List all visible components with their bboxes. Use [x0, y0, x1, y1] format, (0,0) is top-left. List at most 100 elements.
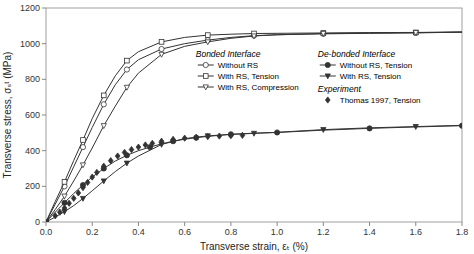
y-tick: [42, 186, 46, 187]
x-tick-label: 0.6: [178, 227, 191, 237]
x-tick-label: 1.4: [363, 227, 376, 237]
point-marker: [81, 184, 86, 190]
y-tick: [42, 79, 46, 80]
point-marker: [101, 102, 106, 107]
point-marker: [67, 200, 72, 206]
point-marker: [122, 149, 127, 155]
point-marker: [115, 153, 120, 159]
point-marker: [136, 144, 141, 150]
series: [46, 30, 462, 222]
point-marker: [46, 219, 49, 222]
x-tick: [230, 222, 231, 226]
point-marker: [46, 219, 49, 222]
point-marker: [251, 131, 256, 136]
series: [46, 31, 462, 222]
point-marker: [413, 30, 418, 35]
point-marker: [205, 134, 210, 139]
point-marker: [143, 142, 148, 148]
point-marker: [229, 133, 234, 139]
point-marker: [58, 209, 63, 215]
point-marker: [413, 125, 418, 130]
x-tick-label: 1.2: [317, 227, 330, 237]
point-marker: [76, 190, 81, 196]
x-tick-label: 0.8: [225, 227, 238, 237]
legend-symbol: [203, 62, 208, 67]
point-marker: [80, 196, 85, 201]
point-marker: [321, 31, 326, 36]
x-axis-label: Transverse strain, εₜ (%): [200, 241, 308, 252]
point-marker: [108, 158, 113, 164]
x-tick-label: 0.2: [86, 227, 99, 237]
series-line: [46, 32, 462, 222]
x-tick: [323, 222, 324, 226]
point-marker: [53, 213, 58, 219]
x-tick-label: 0.4: [132, 227, 145, 237]
point-marker: [124, 161, 129, 166]
x-tick: [184, 222, 185, 226]
legend-symbol: [325, 74, 330, 79]
legend-label: Thomas 1997, Tension: [340, 96, 421, 105]
point-marker: [95, 169, 100, 175]
point-marker: [124, 67, 129, 72]
point-marker: [81, 138, 86, 143]
point-marker: [251, 34, 256, 39]
x-tick-label: 1.0: [271, 227, 284, 237]
point-marker: [150, 140, 155, 146]
y-tick: [42, 8, 46, 9]
point-marker: [124, 85, 129, 90]
point-marker: [159, 52, 164, 57]
y-tick-label: 0: [35, 217, 40, 227]
y-tick-label: 1000: [20, 39, 40, 49]
legend-symbol: [203, 74, 208, 79]
legend-group-title: Experiment: [318, 84, 362, 94]
series: [46, 125, 462, 222]
point-marker: [159, 40, 164, 45]
x-tick: [46, 222, 47, 226]
legend-label: Without RS, Tension: [340, 61, 412, 70]
series: [46, 123, 462, 222]
legend-label: With RS, Tension: [340, 72, 401, 81]
point-marker: [182, 135, 187, 141]
plot-frame: [46, 8, 462, 222]
point-marker: [217, 133, 222, 139]
point-marker: [101, 163, 106, 169]
x-tick: [369, 222, 370, 226]
y-tick-label: 400: [25, 146, 40, 156]
point-marker: [413, 31, 418, 36]
point-marker: [62, 180, 67, 185]
point-marker: [205, 33, 210, 38]
point-marker: [321, 128, 326, 133]
point-marker: [101, 124, 106, 129]
point-marker: [90, 174, 95, 180]
legend-group-title: Bonded Interface: [196, 49, 261, 59]
point-marker: [194, 135, 199, 140]
point-marker: [85, 179, 90, 185]
series: [53, 132, 245, 219]
point-marker: [80, 145, 85, 150]
x-tick: [138, 222, 139, 226]
chart: 0.00.20.40.60.81.01.21.41.61.80200400600…: [0, 0, 474, 254]
point-marker: [171, 136, 176, 142]
series-line: [46, 32, 462, 222]
x-tick-label: 1.8: [456, 227, 469, 237]
x-tick: [92, 222, 93, 226]
x-tick: [277, 222, 278, 226]
point-marker: [80, 163, 85, 168]
y-tick-label: 200: [25, 181, 40, 191]
series-line: [46, 32, 462, 222]
legend-symbol: [325, 97, 330, 103]
legend: Bonded InterfaceWithout RSWith RS, Tensi…: [196, 49, 421, 105]
point-marker: [159, 46, 164, 51]
point-marker: [101, 179, 106, 184]
point-marker: [129, 146, 134, 152]
point-marker: [101, 93, 106, 98]
x-tick-label: 0.0: [40, 227, 53, 237]
point-marker: [62, 194, 67, 199]
y-tick: [42, 43, 46, 44]
legend-group-title: De-bonded Interface: [318, 49, 396, 59]
y-tick: [42, 115, 46, 116]
point-marker: [46, 220, 49, 222]
point-marker: [240, 132, 245, 138]
series-line: [46, 125, 462, 222]
x-tick-label: 1.6: [410, 227, 423, 237]
